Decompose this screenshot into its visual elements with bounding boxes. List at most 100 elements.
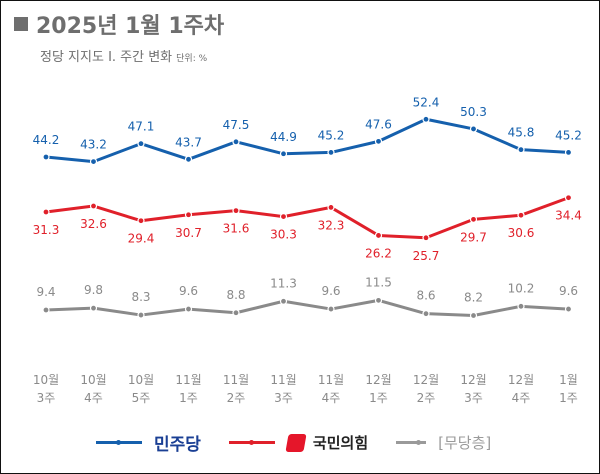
data-label: 9.4 <box>36 285 55 299</box>
x-tick-label: 3주 <box>37 391 56 405</box>
data-point <box>327 148 335 156</box>
legend-label: [무당층] <box>438 434 492 452</box>
legend-label: 민주당 <box>154 435 201 455</box>
x-tick-label: 1주 <box>559 391 578 405</box>
title-text: 2025년 1월 1주차 <box>36 14 225 39</box>
data-point <box>279 297 288 305</box>
data-label: 9.6 <box>179 284 198 298</box>
data-point <box>422 310 430 318</box>
data-label: 45.2 <box>318 128 345 142</box>
data-label: 8.8 <box>226 288 245 302</box>
legend-line-icon <box>228 440 275 445</box>
legend-item-ppp: 국민의힘 <box>228 432 368 453</box>
data-point <box>184 155 193 163</box>
x-tick-label: 4주 <box>84 391 103 405</box>
data-point <box>564 305 573 313</box>
data-point <box>469 311 478 320</box>
x-tick-label: 1주 <box>179 391 198 405</box>
legend-line-icon <box>396 440 427 445</box>
data-point <box>184 305 193 313</box>
x-tick-label: 1주 <box>369 391 388 405</box>
data-point <box>327 203 335 211</box>
data-label: 11.5 <box>365 275 392 289</box>
data-point <box>184 211 193 219</box>
data-point <box>469 215 478 223</box>
data-point <box>137 140 145 148</box>
data-point <box>232 309 240 317</box>
data-point <box>374 137 383 145</box>
data-label: 8.2 <box>464 291 483 305</box>
data-label: 45.8 <box>508 126 535 140</box>
x-tick-label: 12월 <box>508 373 534 387</box>
data-point <box>422 234 430 242</box>
data-label: 31.3 <box>33 223 60 237</box>
data-point <box>327 305 335 313</box>
data-point <box>232 207 240 215</box>
data-point <box>422 115 430 123</box>
x-tick-label: 11월 <box>175 373 201 387</box>
data-label: 30.7 <box>175 226 202 240</box>
data-point <box>517 146 525 154</box>
data-point <box>137 311 145 319</box>
data-label: 30.6 <box>508 226 535 240</box>
x-tick-label: 11월 <box>318 373 344 387</box>
data-point <box>564 148 573 156</box>
data-label: 29.4 <box>128 232 155 246</box>
data-point <box>232 138 240 146</box>
data-point <box>564 194 573 202</box>
data-point <box>89 304 98 312</box>
x-tick-label: 2주 <box>227 391 246 405</box>
data-label: 8.3 <box>131 290 150 304</box>
data-label: 10.2 <box>508 281 535 295</box>
data-point <box>42 153 50 161</box>
legend-item-democratic: 민주당 <box>96 430 201 455</box>
data-label: 30.3 <box>270 228 297 242</box>
data-label: 43.2 <box>80 138 107 152</box>
data-label: 9.6 <box>559 284 578 298</box>
series-line <box>45 117 569 164</box>
data-label: 50.3 <box>460 105 487 119</box>
data-point <box>89 158 98 166</box>
x-tick-label: 4주 <box>512 391 531 405</box>
data-point <box>374 296 383 304</box>
data-point <box>374 231 383 240</box>
data-label: 25.7 <box>413 249 440 263</box>
x-tick-label: 4주 <box>322 391 341 405</box>
data-point <box>469 125 478 133</box>
legend: 민주당 국민의힘 [무당층] <box>96 430 519 455</box>
data-label: 47.1 <box>128 120 155 134</box>
data-label: 31.6 <box>223 222 250 236</box>
series-line <box>45 196 570 240</box>
data-label: 52.4 <box>413 95 440 109</box>
unit-label: 단위: % <box>176 54 208 64</box>
legend-line-icon <box>96 440 142 445</box>
data-label: 44.9 <box>270 130 297 144</box>
data-label: 47.6 <box>365 117 392 131</box>
x-tick-label: 11월 <box>223 373 249 387</box>
subtitle-text: 정당 지지도 Ⅰ. 주간 변화 <box>40 50 173 65</box>
data-point <box>517 302 525 310</box>
data-point <box>279 213 288 221</box>
data-label: 43.7 <box>175 135 202 149</box>
square-bullet-icon <box>14 17 28 31</box>
data-label: 44.2 <box>33 133 60 147</box>
x-tick-label: 3주 <box>464 391 483 405</box>
x-tick-label: 10월 <box>80 373 106 387</box>
data-label: 34.4 <box>555 209 582 223</box>
subtitle: 정당 지지도 Ⅰ. 주간 변화 단위: % <box>40 46 207 65</box>
data-point <box>42 306 50 314</box>
data-label: 8.6 <box>416 289 435 303</box>
x-tick-label: 12월 <box>460 373 486 387</box>
data-label: 11.3 <box>270 276 297 290</box>
legend-item-independent: [무당층] <box>396 432 491 453</box>
ppp-logo-icon <box>285 433 307 452</box>
x-tick-label: 10월 <box>128 373 154 387</box>
x-tick-label: 12월 <box>413 373 439 387</box>
data-point <box>137 217 145 225</box>
data-point <box>42 208 50 216</box>
x-tick-label: 5주 <box>132 391 151 405</box>
x-tick-label: 2주 <box>417 391 436 405</box>
data-point <box>517 211 525 219</box>
data-label: 32.6 <box>80 217 107 231</box>
